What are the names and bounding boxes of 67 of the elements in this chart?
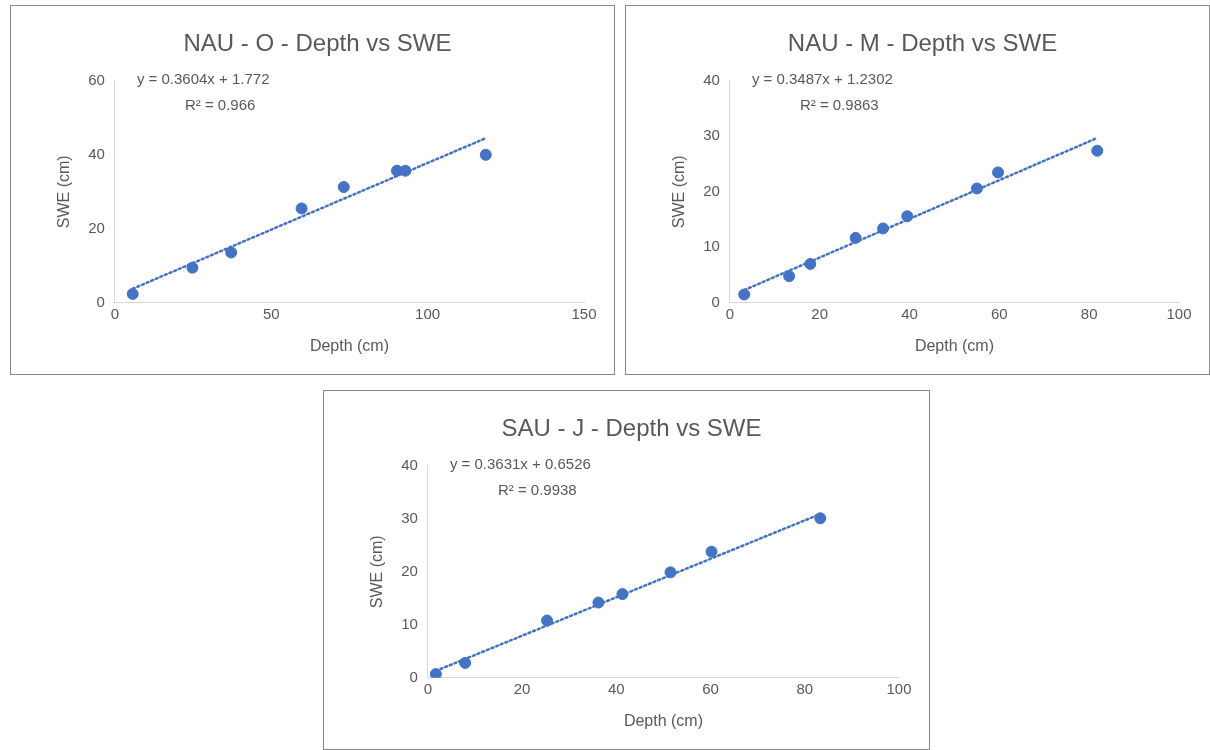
y-tick-label: 40	[703, 70, 720, 88]
point	[186, 261, 199, 274]
x-tick-label: 80	[796, 679, 814, 697]
point	[877, 222, 890, 235]
chart-title: SAU - J - Depth vs SWE	[501, 414, 762, 442]
y-tick-label: 20	[703, 181, 720, 199]
annotation: R² = 0.9863	[799, 96, 879, 114]
y-tick-label: 0	[409, 667, 418, 685]
x-axis-title: Depth (cm)	[914, 336, 994, 354]
y-axis-title: SWE (cm)	[368, 535, 386, 609]
y-tick-label: 10	[703, 237, 720, 255]
x-tick-label: 100	[886, 679, 912, 697]
x-tick-label: 0	[110, 304, 120, 322]
x-axis-title: Depth (cm)	[623, 711, 703, 729]
point	[225, 246, 238, 259]
point	[337, 180, 350, 193]
y-axis-title: SWE (cm)	[55, 155, 73, 229]
x-tick-label: 150	[571, 304, 597, 322]
y-tick-label: 40	[88, 144, 105, 162]
x-tick-label: 40	[607, 679, 625, 697]
point	[126, 287, 139, 300]
annotation: R² = 0.966	[184, 96, 256, 114]
x-tick-label: 40	[901, 304, 918, 322]
x-tick-label: 20	[811, 304, 829, 322]
x-tick-label: 0	[423, 679, 433, 697]
annotation: y = 0.3487x + 1.2302	[751, 70, 893, 88]
point	[295, 202, 308, 215]
annotation: y = 0.3604x + 1.772	[136, 70, 270, 88]
y-tick-label: 40	[401, 455, 418, 473]
point	[1091, 144, 1104, 157]
point	[814, 512, 827, 525]
point	[479, 148, 492, 161]
point	[664, 566, 677, 579]
y-tick-label: 60	[88, 70, 105, 88]
point	[783, 270, 796, 283]
point	[541, 614, 554, 627]
point	[459, 656, 472, 669]
x-tick-label: 100	[415, 304, 441, 322]
point	[592, 596, 605, 609]
chart-title: NAU - M - Depth vs SWE	[787, 29, 1058, 57]
x-tick-label: 20	[513, 679, 531, 697]
point	[804, 257, 817, 270]
point	[992, 166, 1005, 179]
point	[705, 545, 718, 558]
point	[429, 668, 442, 678]
x-axis-title: Depth (cm)	[309, 336, 389, 354]
y-tick-label: 10	[401, 614, 418, 632]
y-axis-title: SWE (cm)	[670, 155, 688, 229]
point	[738, 288, 751, 301]
x-tick-label: 60	[991, 304, 1008, 322]
point	[901, 210, 914, 223]
x-tick-label: 50	[262, 304, 280, 322]
point	[849, 231, 862, 244]
x-tick-label: 0	[725, 304, 735, 322]
y-tick-label: 30	[703, 126, 720, 144]
y-tick-label: 20	[88, 218, 105, 236]
annotation: y = 0.3631x + 0.6526	[449, 455, 591, 473]
chart-title: NAU - O - Depth vs SWE	[183, 29, 452, 57]
point	[616, 588, 629, 601]
y-tick-label: 30	[401, 508, 418, 526]
point	[970, 182, 983, 195]
x-tick-label: 100	[1166, 304, 1192, 322]
y-tick-label: 20	[401, 561, 418, 579]
annotation: R² = 0.9938	[497, 481, 577, 499]
y-tick-label: 0	[711, 292, 720, 310]
x-tick-label: 80	[1080, 304, 1098, 322]
y-tick-label: 0	[96, 292, 105, 310]
